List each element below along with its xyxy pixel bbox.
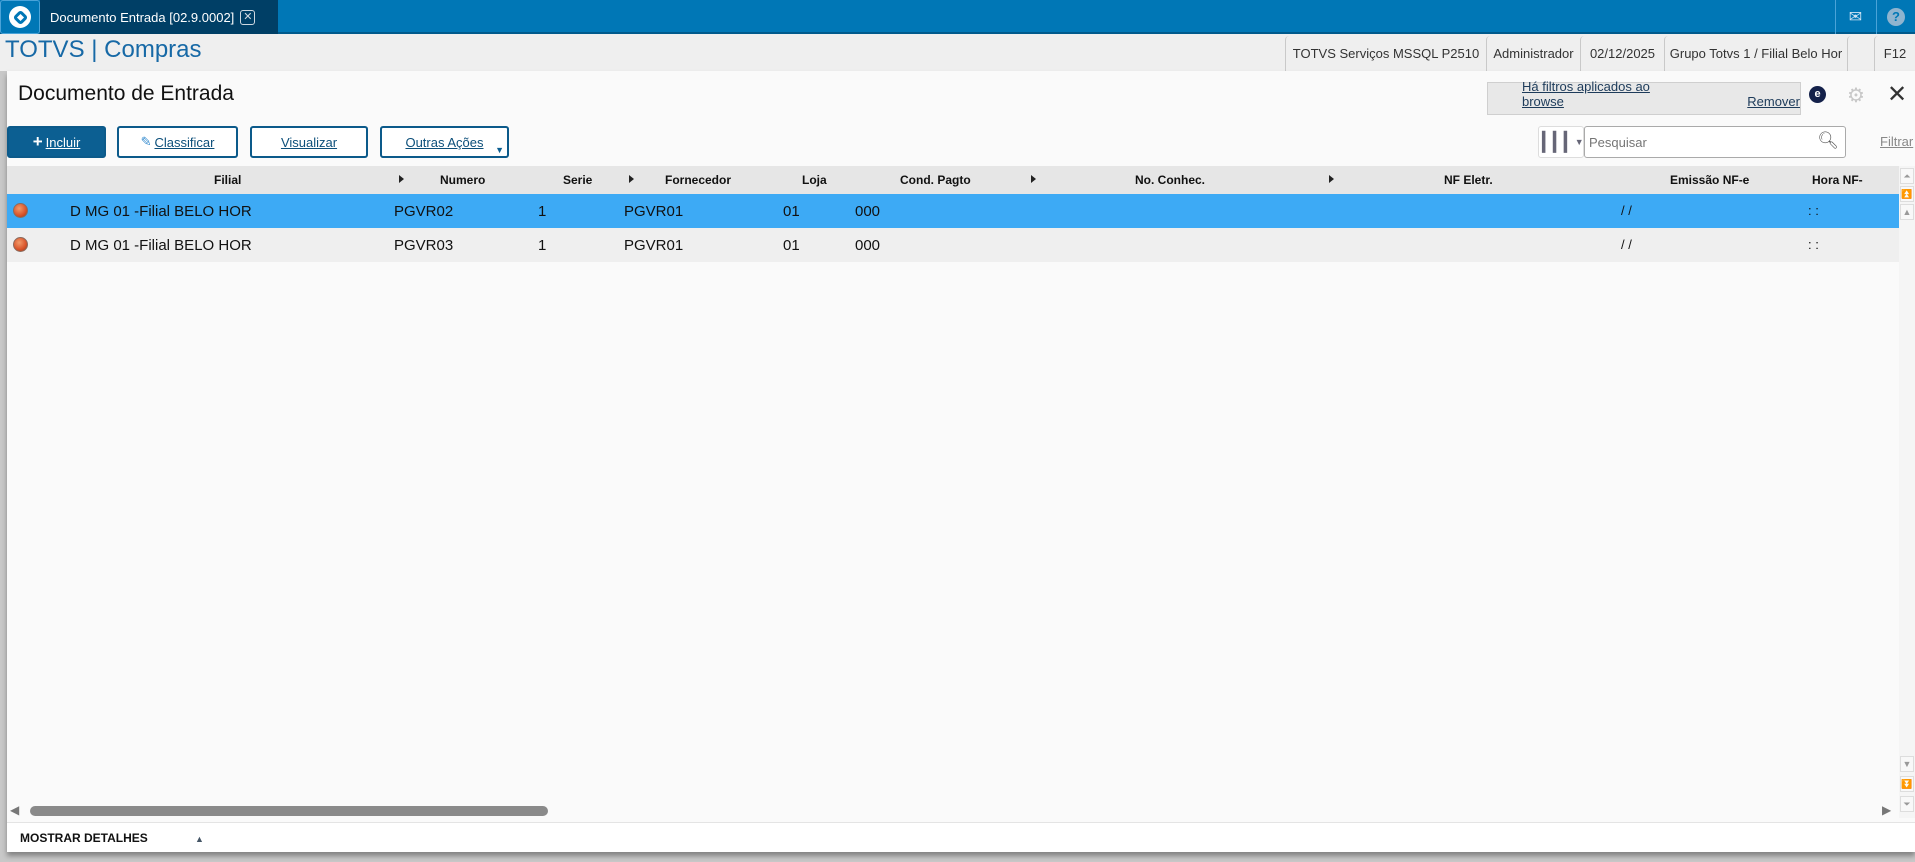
columns-icon: ┃┃┃ xyxy=(1538,131,1571,152)
column-arrow-icon[interactable] xyxy=(1329,175,1334,183)
tab-documento-entrada[interactable]: Documento Entrada [02.9.0002] ✕ xyxy=(40,0,278,34)
scroll-bottom-icon[interactable]: ⏷ xyxy=(1900,796,1914,812)
column-header-loja[interactable]: Loja xyxy=(802,173,827,187)
search-field[interactable]: 🔍︎ xyxy=(1584,126,1846,158)
mostrar-detalhes-toggle[interactable]: MOSTRAR DETALHES xyxy=(20,831,148,845)
cell-emissao: / / xyxy=(1621,237,1632,252)
f12-shortcut[interactable]: F12 xyxy=(1874,36,1915,71)
vertical-scrollbar[interactable]: ⏶ ⏫ ▲ ▼ ⏬ ⏷ xyxy=(1899,166,1915,818)
cell-hora: : : xyxy=(1808,237,1819,252)
chevron-down-icon: ▼ xyxy=(495,145,504,155)
branch-info[interactable]: Grupo Totvs 1 / Filial Belo Hor xyxy=(1664,36,1847,71)
close-icon[interactable]: ✕ xyxy=(1887,81,1908,108)
page-title: Documento de Entrada xyxy=(18,82,234,105)
table-row[interactable]: D MG 01 -Filial BELO HOR PGVR03 1 PGVR01… xyxy=(7,228,1899,262)
mail-icon[interactable]: ✉ xyxy=(1835,0,1875,34)
gear-icon[interactable]: ⚙ xyxy=(1847,85,1865,107)
triangle-up-icon[interactable]: ▲ xyxy=(195,834,204,844)
environment-info[interactable]: TOTVS Serviços MSSQL P2510 xyxy=(1285,36,1486,71)
column-header-serie[interactable]: Serie xyxy=(563,173,593,187)
filter-notice: Há filtros aplicados ao browse Remover xyxy=(1487,79,1801,115)
filtrar-link[interactable]: Filtrar xyxy=(1880,134,1914,149)
outras-acoes-button[interactable]: Outras Ações ▼ xyxy=(380,126,509,158)
remove-filter-link[interactable]: Remover xyxy=(1747,94,1800,109)
cell-filial: D MG 01 -Filial BELO HOR xyxy=(70,203,252,220)
help-icon[interactable]: ? xyxy=(1876,0,1915,34)
column-header-filial[interactable]: Filial xyxy=(214,173,242,187)
cell-filial: D MG 01 -Filial BELO HOR xyxy=(70,237,252,254)
classificar-button[interactable]: ✎ Classificar xyxy=(117,126,238,158)
cell-numero: PGVR03 xyxy=(394,237,454,254)
column-arrow-icon[interactable] xyxy=(629,175,634,183)
scroll-right-icon[interactable]: ▶ xyxy=(1882,803,1892,817)
pencil-icon: ✎ xyxy=(140,134,152,149)
cell-loja: 01 xyxy=(783,203,800,220)
cell-loja: 01 xyxy=(783,237,800,254)
column-chooser[interactable]: ┃┃┃ ▼ xyxy=(1538,126,1584,158)
column-header-no-conhec[interactable]: No. Conhec. xyxy=(1135,173,1206,187)
status-indicator-icon xyxy=(13,203,28,218)
tab-title: Documento Entrada [02.9.0002] xyxy=(50,9,235,25)
scroll-up-icon[interactable]: ▲ xyxy=(1900,204,1914,220)
column-arrow-icon[interactable] xyxy=(1031,175,1036,183)
header-bar xyxy=(0,34,1915,71)
status-indicator-icon xyxy=(13,237,28,252)
horizontal-scrollbar[interactable]: ◀ ▶ xyxy=(7,803,1899,819)
date-info[interactable]: 02/12/2025 xyxy=(1580,36,1664,71)
search-icon[interactable]: 🔍︎ xyxy=(1817,131,1839,150)
footer xyxy=(7,822,1915,852)
cell-numero: PGVR02 xyxy=(394,203,454,220)
e-icon[interactable]: e xyxy=(1809,86,1826,103)
visualizar-button[interactable]: Visualizar xyxy=(250,126,368,158)
visualizar-label: Visualizar xyxy=(280,134,338,150)
user-info[interactable]: Administrador xyxy=(1486,36,1580,71)
column-header-nf-eletr[interactable]: NF Eletr. xyxy=(1444,173,1493,187)
cell-cond-pagto: 000 xyxy=(855,203,881,220)
cell-cond-pagto: 000 xyxy=(855,237,881,254)
close-tab-icon[interactable]: ✕ xyxy=(240,9,256,25)
search-input[interactable] xyxy=(1585,127,1805,157)
grid-header: Filial Numero Serie Fornecedor Loja Cond… xyxy=(7,166,1899,194)
totvs-logo-icon[interactable] xyxy=(0,0,40,34)
scroll-down-icon[interactable]: ▼ xyxy=(1900,756,1914,772)
chevron-down-icon: ▼ xyxy=(1574,137,1584,147)
cell-serie: 1 xyxy=(538,203,547,220)
column-header-fornecedor[interactable]: Fornecedor xyxy=(665,173,732,187)
cell-serie: 1 xyxy=(538,237,547,254)
incluir-label: Incluir xyxy=(45,134,81,150)
column-arrow-icon[interactable] xyxy=(399,175,404,183)
column-header-emissao-nfe[interactable]: Emissão NF-e xyxy=(1670,173,1750,187)
cell-hora: : : xyxy=(1808,203,1819,218)
column-header-hora-nf[interactable]: Hora NF- xyxy=(1812,173,1863,187)
scroll-left-icon[interactable]: ◀ xyxy=(10,803,20,817)
scroll-page-up-icon[interactable]: ⏫ xyxy=(1900,186,1914,202)
app-brand: TOTVS | Compras xyxy=(5,36,202,63)
incluir-button[interactable]: + Incluir xyxy=(7,126,106,158)
empty-info-cell xyxy=(1847,36,1874,71)
cell-fornecedor: PGVR01 xyxy=(624,203,684,220)
horizontal-scroll-thumb[interactable] xyxy=(30,806,548,816)
scroll-page-down-icon[interactable]: ⏬ xyxy=(1900,776,1914,792)
cell-fornecedor: PGVR01 xyxy=(624,237,684,254)
filter-notice-link[interactable]: Há filtros aplicados ao browse xyxy=(1522,79,1650,109)
scroll-top-icon[interactable]: ⏶ xyxy=(1900,168,1914,184)
column-header-numero[interactable]: Numero xyxy=(440,173,486,187)
top-bar xyxy=(0,0,1915,34)
outras-acoes-label: Outras Ações xyxy=(405,134,484,150)
table-row[interactable]: D MG 01 -Filial BELO HOR PGVR02 1 PGVR01… xyxy=(7,194,1899,228)
classificar-label: Classificar xyxy=(154,134,215,150)
column-header-cond-pagto[interactable]: Cond. Pagto xyxy=(900,173,971,187)
plus-icon: + xyxy=(32,132,43,151)
cell-emissao: / / xyxy=(1621,203,1632,218)
